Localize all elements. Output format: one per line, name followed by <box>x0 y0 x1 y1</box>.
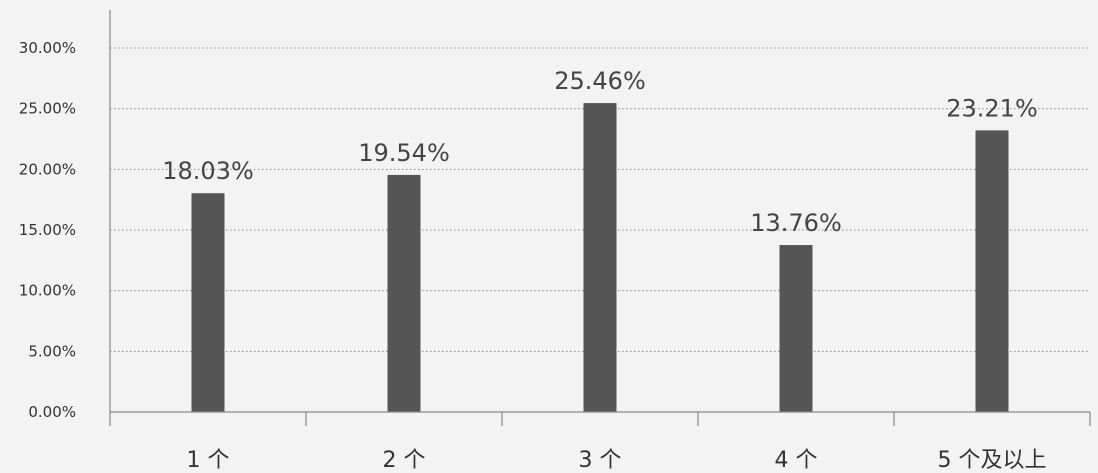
bar-1 <box>191 193 225 412</box>
bar-2 <box>387 174 421 412</box>
x-tick-label: 2 个 <box>383 448 426 473</box>
data-label: 13.76% <box>750 209 842 237</box>
y-tick-label: 10.00% <box>19 282 76 300</box>
x-tick-label: 5 个及以上 <box>938 448 1047 473</box>
data-labels: 18.03% 19.54% 25.46% 13.76% 23.21% <box>162 67 1038 237</box>
bars <box>191 103 1009 413</box>
y-tick-label: 0.00% <box>28 403 76 421</box>
y-tick-label: 15.00% <box>19 221 76 239</box>
x-tick-label: 3 个 <box>579 448 622 473</box>
data-label: 23.21% <box>946 94 1038 122</box>
y-axis: 0.00% 5.00% 10.00% 15.00% 20.00% 25.00% 30.00% <box>19 10 111 426</box>
x-tick-label: 1 个 <box>187 448 230 473</box>
data-label: 18.03% <box>162 157 254 185</box>
bar-5 <box>975 130 1009 413</box>
bar-3 <box>583 103 617 413</box>
x-tick-label: 4 个 <box>775 448 818 473</box>
y-tick-label: 30.00% <box>19 39 76 57</box>
x-axis: 1 个 2 个 3 个 4 个 5 个及以上 <box>110 411 1091 473</box>
y-tick-label: 25.00% <box>19 100 76 118</box>
bar-4 <box>779 245 813 412</box>
gridlines <box>110 47 1090 352</box>
data-label: 19.54% <box>358 139 450 167</box>
y-tick-label: 20.00% <box>19 160 76 178</box>
data-label: 25.46% <box>554 67 646 95</box>
y-tick-label: 5.00% <box>28 342 76 360</box>
